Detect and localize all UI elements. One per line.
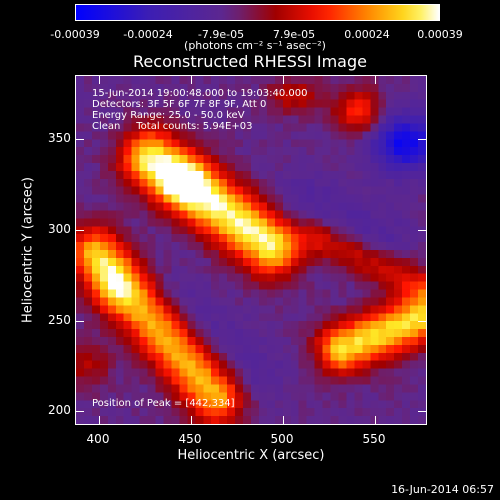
x-tick-label: 400 xyxy=(86,432,110,446)
info-energy: Energy Range: 25.0 - 50.0 keV xyxy=(92,110,245,121)
y-tick-mark xyxy=(76,321,84,322)
y-tick-label: 200 xyxy=(48,403,71,417)
colorbar-tick: 0.00024 xyxy=(344,28,390,41)
x-tick-label: 550 xyxy=(362,432,386,446)
x-tick-mark xyxy=(375,76,376,84)
info-time: 15-Jun-2014 19:00:48.000 to 19:03:40.000 xyxy=(92,88,308,99)
image-title: Reconstructed RHESSI Image xyxy=(133,52,367,71)
x-tick-mark xyxy=(99,76,100,84)
x-axis-label: Heliocentric X (arcsec) xyxy=(177,448,325,463)
y-axis-label: Heliocentric Y (arcsec) xyxy=(20,177,36,323)
y-tick-mark xyxy=(418,230,426,231)
y-tick-mark xyxy=(76,411,84,412)
colorbar-tick: -0.00039 xyxy=(50,28,100,41)
x-tick-label: 450 xyxy=(178,432,202,446)
info-detectors: Detectors: 3F 5F 6F 7F 8F 9F, Att 0 xyxy=(92,99,267,110)
x-tick-mark xyxy=(99,416,100,424)
y-tick-mark xyxy=(418,139,426,140)
colorbar-tick: 0.00039 xyxy=(417,28,463,41)
timestamp: 16-Jun-2014 06:57 xyxy=(391,483,494,496)
x-tick-mark xyxy=(283,76,284,84)
rhessi-image xyxy=(76,76,426,424)
colorbar xyxy=(75,4,440,21)
colorbar-tick: 7.9e-05 xyxy=(272,28,316,41)
y-tick-mark xyxy=(76,230,84,231)
y-tick-mark xyxy=(418,321,426,322)
image-plot xyxy=(75,75,427,425)
info-clean: Clean Total counts: 5.94E+03 xyxy=(92,121,253,132)
y-tick-mark xyxy=(76,139,84,140)
y-tick-mark xyxy=(418,411,426,412)
y-tick-label: 300 xyxy=(48,222,71,236)
colorbar-tick: -7.9e-05 xyxy=(197,28,245,41)
x-tick-mark xyxy=(283,416,284,424)
x-tick-mark xyxy=(191,416,192,424)
colorbar-tick: -0.00024 xyxy=(123,28,173,41)
y-tick-label: 250 xyxy=(48,313,71,327)
x-tick-label: 500 xyxy=(270,432,294,446)
colorbar-unit: (photons cm⁻² s⁻¹ asec⁻²) xyxy=(184,39,326,52)
x-tick-mark xyxy=(375,416,376,424)
x-tick-mark xyxy=(191,76,192,84)
info-peak: Position of Peak = [442,334] xyxy=(92,398,235,409)
y-tick-label: 350 xyxy=(48,131,71,145)
